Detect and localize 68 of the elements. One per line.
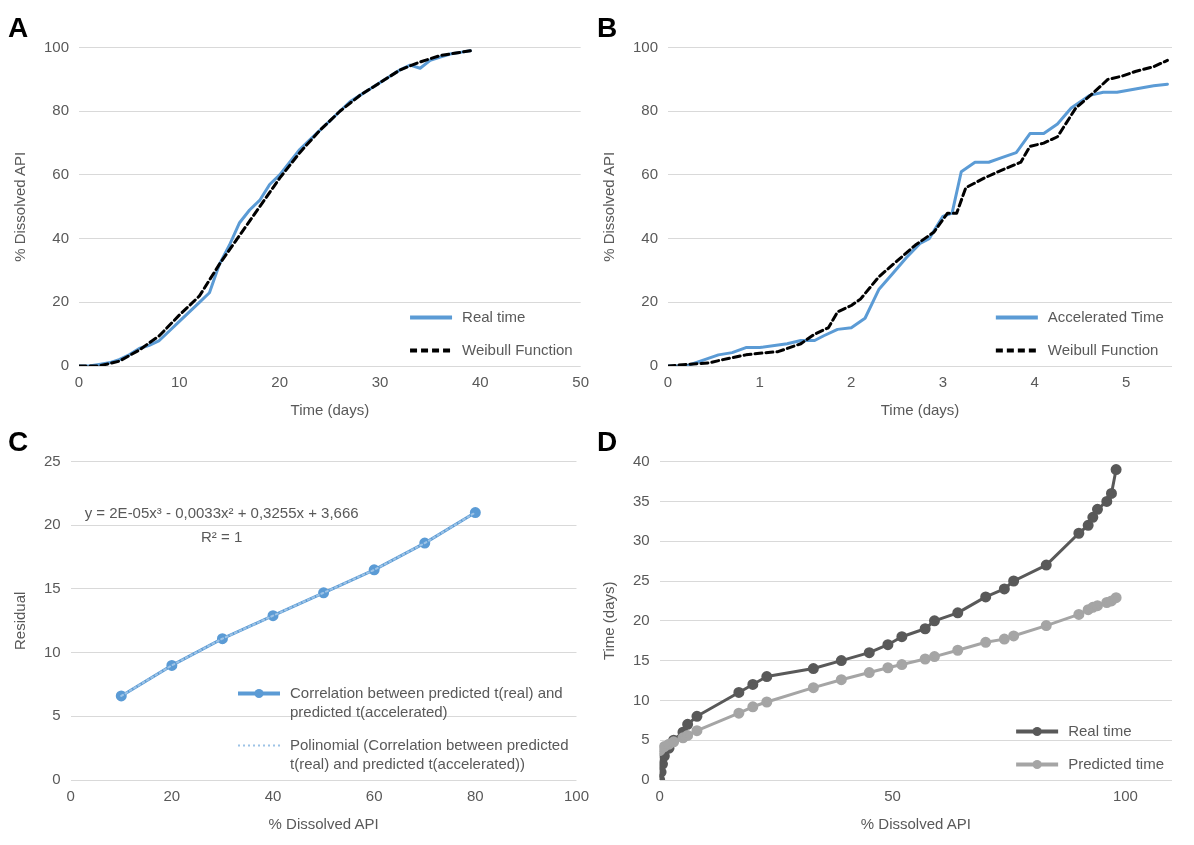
legend-label: Accelerated Time [1047,307,1164,325]
x-tick-label: 50 [884,787,901,805]
y-axis-title: % Dissolved API [600,151,618,262]
y-tick-label: 20 [44,515,61,533]
x-tick-label: 1 [755,373,764,391]
x-tick-label: 50 [572,373,589,391]
x-tick-label: 80 [466,787,484,805]
y-tick-label: 100 [633,37,659,55]
chart-title: C [8,425,29,457]
legend-label: Weibull Function [1047,340,1159,358]
y-tick-label: 25 [633,571,650,589]
y-tick-label: 5 [52,706,61,724]
x-tick-label: 4 [1030,373,1039,391]
y-tick-label: 0 [649,356,659,374]
y-tick-label: 60 [52,165,70,183]
y-axis-title: Residual [11,591,29,650]
y-tick-label: 60 [641,165,659,183]
chart-title: D [597,425,618,457]
y-tick-label: 25 [44,451,61,469]
x-axis-title: % Dissolved API [268,815,379,833]
y-tick-label: 10 [633,690,650,708]
x-tick-label: 5 [1122,373,1131,391]
y-tick-label: 5 [641,730,650,748]
annotation: R² = 1 [201,528,243,546]
x-tick-label: 2 [847,373,856,391]
y-tick-label: 10 [44,642,61,660]
y-tick-label: 80 [641,101,659,119]
y-tick-label: 20 [641,292,659,310]
legend-label: Real time [462,307,526,325]
x-tick-label: 100 [563,787,589,805]
x-tick-label: 20 [163,787,181,805]
y-tick-label: 0 [641,770,650,788]
y-axis-title: % Dissolved API [11,151,29,262]
y-tick-label: 20 [52,292,70,310]
x-tick-label: 60 [365,787,383,805]
x-tick-label: 100 [1112,787,1138,805]
legend-label: Weibull Function [462,340,573,358]
x-axis-title: Time (days) [880,401,960,419]
legend-label: Predicted time [1068,754,1164,772]
x-tick-label: 40 [264,787,282,805]
y-tick-label: 15 [633,650,650,668]
x-tick-label: 40 [471,373,489,391]
y-tick-label: 40 [641,228,659,246]
x-tick-label: 3 [938,373,948,391]
legend-label: Correlation between predicted t(real) and predicted t(accelerated) [290,683,563,720]
x-axis-title: Time (days) [290,401,370,419]
x-tick-label: 30 [371,373,389,391]
y-tick-label: 35 [633,491,650,509]
legend-label: Polinomial (Correlation between predicted t(real) and predicted t(accelerated)) [290,735,569,772]
y-tick-label: 0 [52,770,61,788]
x-axis-title: % Dissolved API [860,815,971,833]
chart-title: B [597,11,618,43]
x-tick-label: 20 [271,373,289,391]
chart-title: A [8,11,29,43]
annotation: y = 2E-05x³ - 0,0033x² + 0,3255x + 3,666 [84,504,359,522]
y-tick-label: 40 [633,451,650,469]
y-tick-label: 100 [44,37,70,55]
x-tick-label: 0 [74,373,84,391]
x-tick-label: 10 [171,373,188,391]
y-axis-title: Time (days) [600,581,618,661]
y-tick-label: 15 [44,579,61,597]
y-tick-label: 20 [633,610,650,628]
y-tick-label: 30 [633,531,650,549]
y-tick-label: 80 [52,101,70,119]
legend-label: Real time [1068,721,1132,739]
y-tick-label: 0 [60,356,70,374]
x-tick-label: 0 [663,373,673,391]
y-tick-label: 40 [52,228,70,246]
